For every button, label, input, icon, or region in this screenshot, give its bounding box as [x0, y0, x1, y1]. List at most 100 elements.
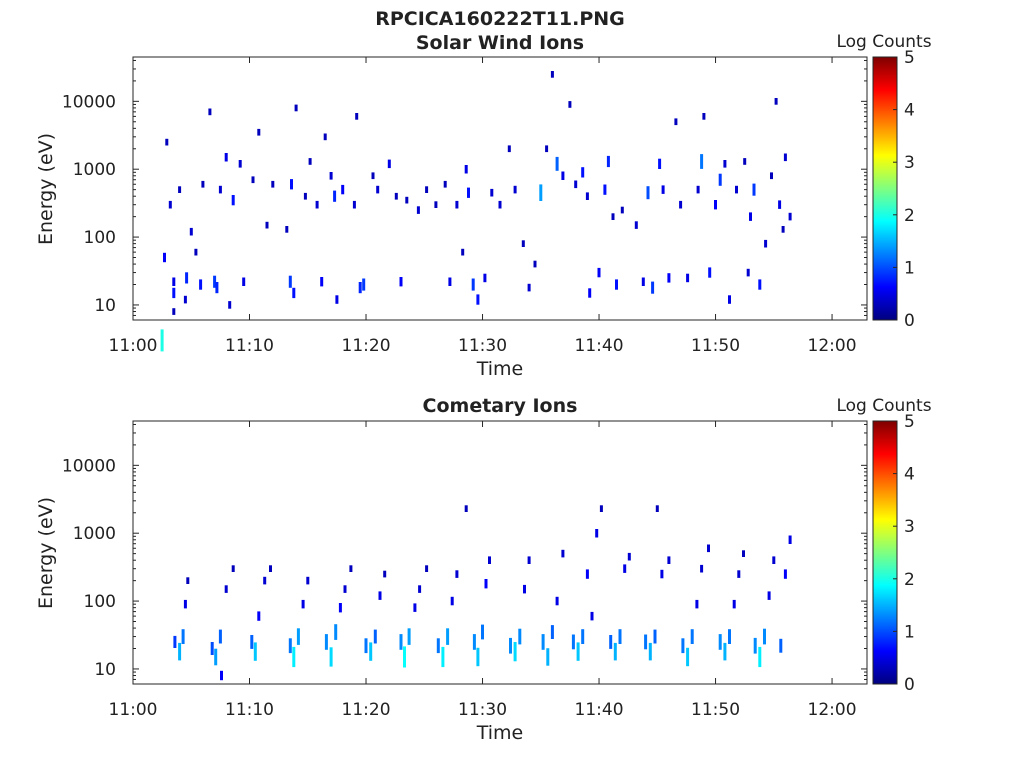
count-cell [611, 213, 615, 220]
count-cell [333, 190, 337, 202]
count-cell [718, 173, 722, 186]
count-cell [550, 625, 554, 639]
count-cell [700, 564, 704, 573]
count-cell [199, 279, 203, 290]
colorbar-tick-label: 0 [904, 311, 915, 331]
y-tick-label: 1000 [73, 160, 116, 180]
count-cell [399, 277, 403, 287]
count-cell [772, 556, 776, 564]
count-cell [527, 283, 531, 292]
count-cell [434, 201, 438, 208]
count-cell [609, 635, 613, 649]
count-cell [590, 611, 594, 621]
count-cell [767, 591, 771, 600]
x-tick-label: 11:10 [225, 700, 274, 720]
count-cell [714, 200, 717, 210]
count-cell [723, 160, 727, 168]
count-cell [292, 287, 296, 299]
count-cell [186, 577, 190, 584]
count-cell [371, 172, 375, 180]
colorbar-cometary [872, 420, 898, 685]
y-axis-label-cometary: Energy (eV) [35, 497, 57, 609]
count-cell [271, 180, 275, 188]
count-cell [651, 281, 655, 294]
count-cell [324, 634, 328, 650]
count-cell [183, 295, 187, 304]
count-cell [181, 629, 185, 644]
count-cell [172, 277, 176, 286]
count-cell [320, 277, 324, 287]
count-cell [690, 629, 694, 644]
count-cell [194, 248, 198, 256]
count-cell [615, 279, 618, 290]
count-cell [655, 505, 659, 512]
count-cell [467, 187, 470, 198]
count-cell [425, 565, 429, 572]
x-tick-label: 11:50 [691, 336, 740, 356]
count-cell [585, 569, 589, 579]
colorbar-tick-label: 2 [904, 570, 915, 590]
count-cell [627, 552, 631, 561]
count-cell [735, 185, 738, 194]
count-cell [550, 71, 554, 78]
count-cell [376, 185, 380, 194]
count-cell [288, 275, 292, 288]
colorbar-tick-label: 4 [904, 465, 915, 485]
count-cell [210, 642, 214, 655]
count-cell [764, 239, 768, 248]
count-cell [641, 277, 645, 286]
count-cell [238, 160, 242, 168]
count-cell [343, 585, 347, 593]
count-cell [335, 295, 339, 304]
count-cell [488, 556, 491, 564]
colorbar-tick-label: 2 [904, 206, 915, 226]
count-cell [618, 629, 622, 644]
count-cell [292, 646, 296, 668]
count-cell [533, 260, 537, 268]
count-cell [257, 611, 261, 621]
colorbar-tick-label: 5 [904, 412, 915, 432]
x-tick-label: 11:20 [342, 700, 391, 720]
cometary-panel: Cometary Ions 11:00 11:10 11:20 11:30 11:40 1… [35, 395, 932, 744]
count-cell [418, 585, 422, 593]
count-cell [513, 185, 517, 194]
count-cell [373, 629, 377, 644]
count-cell [257, 128, 261, 136]
count-cell [472, 634, 476, 650]
count-cell [743, 158, 747, 165]
colorbar-tick-label: 0 [904, 675, 915, 695]
count-cell [613, 642, 617, 661]
count-cell [242, 277, 246, 286]
count-cell [387, 159, 391, 169]
x-tick-label: 11:10 [225, 336, 274, 356]
count-cell [527, 556, 531, 564]
count-cell [597, 267, 601, 278]
colorbar-ticks-cometary: 0 1 2 3 4 5 [893, 412, 915, 695]
y-tick-label: 10 [94, 660, 116, 680]
count-cell [476, 647, 480, 667]
count-cell [341, 184, 345, 195]
count-cell [746, 268, 750, 277]
count-cell [301, 599, 305, 609]
count-cell [446, 628, 450, 645]
count-cell [476, 294, 480, 305]
y-axis-solar-wind: 10 100 1000 10000 [62, 59, 867, 321]
count-cell [646, 186, 650, 200]
count-cell [160, 329, 164, 352]
count-cell [732, 599, 736, 609]
count-cell [742, 550, 745, 557]
x-tick-label: 11:00 [109, 700, 158, 720]
count-cell [173, 635, 177, 648]
count-cell [788, 535, 792, 544]
count-cell [364, 638, 368, 654]
count-cell [416, 206, 420, 214]
count-cell [783, 569, 787, 579]
count-cell [490, 188, 494, 197]
y-axis-label-solar-wind: Energy (eV) [35, 133, 57, 245]
count-cell [425, 186, 429, 193]
count-cell [269, 565, 272, 572]
count-cell [518, 628, 522, 645]
count-cell [436, 638, 440, 654]
solar-wind-panel: Solar Wind Ions 11:00 11:10 11:20 11:30 11:4… [35, 32, 932, 380]
y-axis-cometary: 10 100 1000 10000 [62, 423, 867, 685]
